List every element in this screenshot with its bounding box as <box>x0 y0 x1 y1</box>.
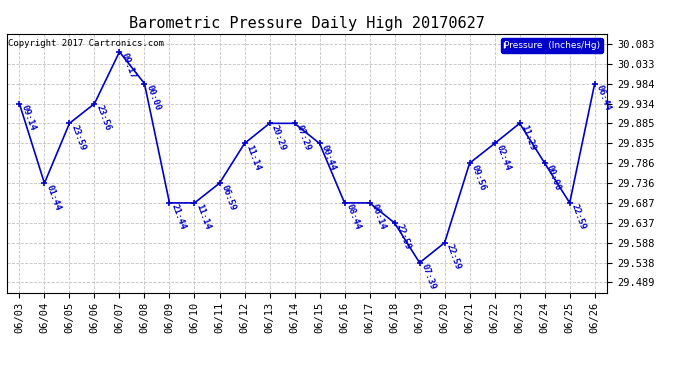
Text: 22:59: 22:59 <box>444 243 462 271</box>
Text: 00:44: 00:44 <box>319 144 337 172</box>
Text: 20:29: 20:29 <box>270 123 287 152</box>
Text: 22:59: 22:59 <box>395 223 412 251</box>
Title: Barometric Pressure Daily High 20170627: Barometric Pressure Daily High 20170627 <box>129 16 485 31</box>
Text: 09:17: 09:17 <box>119 52 137 80</box>
Text: 21:44: 21:44 <box>170 203 187 231</box>
Text: 23:56: 23:56 <box>95 104 112 132</box>
Legend: Pressure  (Inches/Hg): Pressure (Inches/Hg) <box>501 38 602 53</box>
Text: 11:14: 11:14 <box>195 203 212 231</box>
Text: 09:14: 09:14 <box>19 104 37 132</box>
Text: 11:29: 11:29 <box>520 123 538 152</box>
Text: 06:59: 06:59 <box>219 183 237 211</box>
Text: 00:00: 00:00 <box>544 163 562 192</box>
Text: 07:29: 07:29 <box>295 123 312 152</box>
Text: 09:56: 09:56 <box>470 163 487 192</box>
Text: 01:44: 01:44 <box>44 183 62 211</box>
Text: 11:14: 11:14 <box>244 144 262 172</box>
Text: 22:59: 22:59 <box>570 203 587 231</box>
Text: Copyright 2017 Cartronics.com: Copyright 2017 Cartronics.com <box>8 39 164 48</box>
Text: 02:44: 02:44 <box>495 144 512 172</box>
Text: 00:00: 00:00 <box>144 84 162 112</box>
Text: 23:59: 23:59 <box>70 123 87 152</box>
Text: 07:39: 07:39 <box>420 263 437 291</box>
Text: 08:44: 08:44 <box>344 203 362 231</box>
Text: 06:14: 06:14 <box>370 203 387 231</box>
Text: 06:44: 06:44 <box>595 84 612 112</box>
